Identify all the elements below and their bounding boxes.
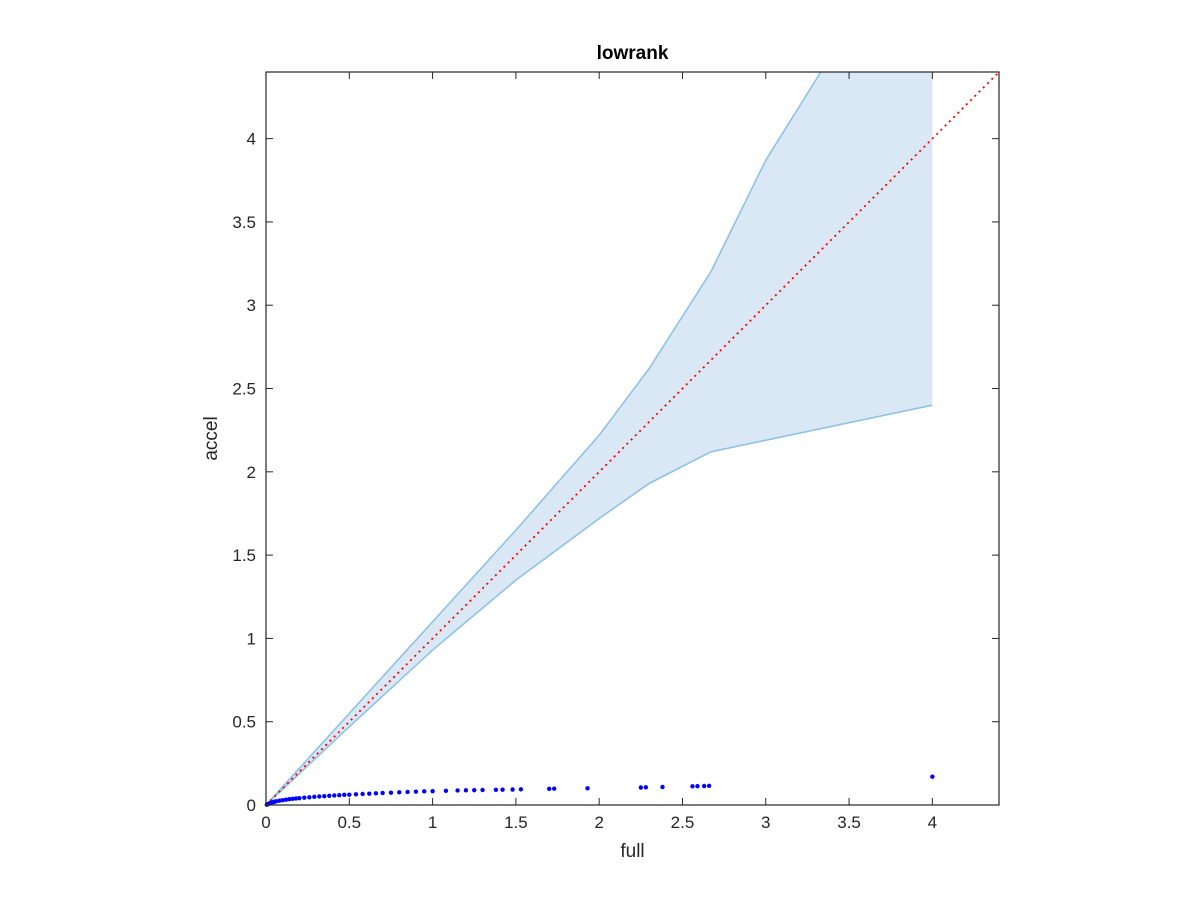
data-point <box>510 787 515 792</box>
data-point <box>302 795 307 800</box>
confidence-band-fill <box>266 72 933 805</box>
data-point <box>273 799 279 804</box>
data-point <box>347 792 352 797</box>
band-lower-edge <box>265 404 933 806</box>
data-point <box>660 784 665 790</box>
data-point <box>480 787 485 793</box>
x-tick-label: 2.5 <box>671 813 695 832</box>
data-point <box>552 786 557 791</box>
chart-title: lowrank <box>597 43 669 64</box>
band-upper-edge <box>265 71 822 806</box>
data-point <box>283 797 289 802</box>
data-point <box>701 783 707 789</box>
y-tick-label: 1.5 <box>232 546 256 565</box>
data-point <box>280 797 285 803</box>
data-point <box>307 795 312 800</box>
data-point <box>342 792 347 798</box>
data-point <box>930 774 935 779</box>
data-point <box>297 795 302 801</box>
data-point <box>430 788 435 794</box>
data-point <box>518 787 524 792</box>
data-point <box>322 793 327 799</box>
data-point <box>287 796 292 802</box>
x-tick-label: 0.5 <box>337 813 361 832</box>
x-tick-label: 2 <box>594 813 603 832</box>
data-point <box>353 792 359 797</box>
data-point <box>367 791 372 796</box>
y-tick-label: 4 <box>247 130 256 149</box>
scatter-points-layer <box>264 774 935 807</box>
x-tick-label: 0 <box>261 813 270 832</box>
data-point <box>312 794 317 800</box>
data-point <box>373 791 379 796</box>
data-point <box>690 784 695 789</box>
data-point <box>455 788 460 793</box>
data-point <box>706 783 712 789</box>
x-tick-label: 3.5 <box>837 813 861 832</box>
data-point <box>443 788 449 794</box>
data-point <box>547 786 552 792</box>
data-point <box>327 793 332 799</box>
y-tick-label: 2.5 <box>232 380 256 399</box>
y-tick-label: 2 <box>247 463 256 482</box>
y-tick-label: 0.5 <box>232 713 256 732</box>
axes-box <box>265 71 1000 806</box>
data-point <box>585 786 590 791</box>
data-point <box>695 783 700 789</box>
data-point <box>500 787 505 792</box>
y-tick-label: 3 <box>247 296 256 315</box>
x-tick-label: 1 <box>428 813 437 832</box>
data-point <box>422 789 427 794</box>
x-tick-label: 4 <box>928 813 937 832</box>
data-point <box>290 796 295 802</box>
y-tick-label: 0 <box>247 796 256 815</box>
y-axis-label: accel <box>201 416 222 460</box>
data-point <box>317 794 322 799</box>
data-point <box>388 790 394 795</box>
x-tick-label: 3 <box>761 813 770 832</box>
data-point <box>413 789 419 794</box>
data-point <box>380 790 385 796</box>
data-point <box>638 785 644 790</box>
data-point <box>493 787 499 793</box>
data-point <box>405 789 410 795</box>
x-tick-label: 1.5 <box>504 813 528 832</box>
data-point <box>472 787 477 793</box>
data-point <box>463 788 469 793</box>
confidence-band-layer <box>265 71 933 806</box>
ticks-layer: 0 0.5 1 1.5 2 2.5 3 3.5 4 0 0.5 1 1.5 2 2.5 3 3.5 4 <box>232 72 999 832</box>
data-point <box>337 792 342 798</box>
data-point <box>360 791 365 797</box>
data-point <box>397 790 402 795</box>
data-point <box>332 793 337 798</box>
data-point <box>643 785 649 790</box>
y-tick-label: 3.5 <box>232 213 256 232</box>
data-point <box>293 796 299 801</box>
y-tick-label: 1 <box>247 629 256 648</box>
data-point <box>277 798 282 803</box>
x-axis-label: full <box>620 841 644 862</box>
